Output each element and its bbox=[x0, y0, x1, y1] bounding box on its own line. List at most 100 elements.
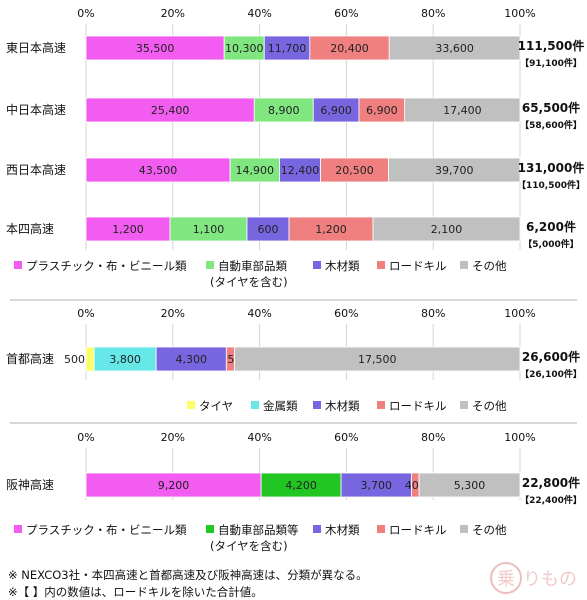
x-tick-label: 60% bbox=[334, 431, 358, 444]
legend-swatch bbox=[460, 261, 468, 269]
total-label: 131,000件 bbox=[518, 160, 585, 175]
bar-segment bbox=[309, 35, 390, 61]
legend-label: ロードキル bbox=[389, 523, 447, 537]
legend-label: タイヤ bbox=[199, 399, 233, 413]
subtotal-label: 【5,000件】 bbox=[523, 238, 578, 250]
legend-swatch bbox=[187, 401, 195, 409]
legend-swatch bbox=[377, 261, 385, 269]
bar-segment bbox=[169, 216, 248, 242]
legend-swatch bbox=[206, 261, 214, 269]
value-label: 500 bbox=[64, 353, 85, 366]
x-tick-label: 0% bbox=[77, 7, 94, 20]
bar-segment bbox=[229, 157, 280, 183]
legend-swatch bbox=[460, 401, 468, 409]
x-tick-label: 60% bbox=[334, 307, 358, 320]
bar-segment bbox=[85, 472, 262, 498]
subtotal-label: 【26,100件】 bbox=[520, 368, 582, 380]
legend-swatch bbox=[206, 525, 214, 533]
legend-label: 木材類 bbox=[325, 259, 360, 273]
x-tick-label: 40% bbox=[247, 431, 271, 444]
value-label: 4,200 bbox=[285, 479, 317, 492]
value-label: 1,200 bbox=[315, 223, 347, 236]
bar-segment bbox=[288, 216, 374, 242]
legend-note: (タイヤを含む) bbox=[210, 275, 288, 289]
x-tick-label: 0% bbox=[77, 431, 94, 444]
bar-segment bbox=[85, 346, 95, 372]
legend-note: (タイヤを含む) bbox=[210, 539, 288, 553]
x-tick-label: 20% bbox=[161, 307, 185, 320]
value-label: 11,700 bbox=[268, 42, 307, 55]
bar-segment bbox=[246, 216, 290, 242]
x-tick-label: 100% bbox=[504, 307, 535, 320]
bar-segment bbox=[340, 472, 412, 498]
legend-label: ロードキル bbox=[389, 399, 447, 413]
bar-segment bbox=[93, 346, 157, 372]
total-label: 26,600件 bbox=[522, 349, 580, 364]
total-label: 6,200件 bbox=[526, 219, 576, 234]
watermark-glyph: 乗 bbox=[497, 569, 515, 590]
value-label: 20,500 bbox=[335, 164, 374, 177]
value-label: 5,300 bbox=[454, 479, 486, 492]
legend-swatch bbox=[313, 401, 321, 409]
bar-segment bbox=[404, 97, 521, 123]
bar-segment bbox=[372, 216, 521, 242]
total-label: 65,500件 bbox=[522, 100, 580, 115]
bar-segment bbox=[312, 97, 360, 123]
legend-label: ロードキル bbox=[389, 259, 447, 273]
legend-swatch bbox=[377, 525, 385, 533]
bar-segment bbox=[260, 472, 342, 498]
value-label: 1,200 bbox=[112, 223, 144, 236]
value-label: 14,900 bbox=[236, 164, 275, 177]
subtotal-label: 【91,100件】 bbox=[520, 57, 582, 69]
legend-label: 金属類 bbox=[263, 399, 298, 413]
x-tick-label: 40% bbox=[247, 7, 271, 20]
subtotal-label: 【58,600件】 bbox=[520, 119, 582, 131]
watermark: 乗 りもの bbox=[490, 562, 577, 594]
bar-segment bbox=[234, 346, 521, 372]
legend-swatch bbox=[313, 525, 321, 533]
value-label: 6,900 bbox=[366, 104, 398, 117]
legend-swatch bbox=[14, 525, 22, 533]
bar-segment bbox=[388, 157, 521, 183]
category-label: 西日本高速 bbox=[6, 162, 66, 177]
value-label: 9,200 bbox=[158, 479, 190, 492]
value-label: 4,300 bbox=[175, 353, 207, 366]
x-tick-label: 20% bbox=[161, 431, 185, 444]
x-tick-label: 20% bbox=[161, 7, 185, 20]
note-1: ※ NEXCO3社・本四高速と首都高速及び阪神高速は、分類が異なる。 bbox=[8, 568, 368, 582]
x-tick-label: 40% bbox=[247, 307, 271, 320]
x-tick-label: 100% bbox=[504, 431, 535, 444]
bar-segment bbox=[418, 472, 521, 498]
value-label: 17,400 bbox=[443, 104, 482, 117]
bar-segment bbox=[320, 157, 389, 183]
category-label: 東日本高速 bbox=[6, 40, 66, 55]
legend-label: プラスチック・布・ビニール類 bbox=[26, 259, 187, 273]
value-label: 12,400 bbox=[281, 164, 320, 177]
legend-label: プラスチック・布・ビニール類 bbox=[26, 523, 187, 537]
bar-segment bbox=[85, 216, 171, 242]
legend-swatch bbox=[377, 401, 385, 409]
category-label: 本四高速 bbox=[6, 221, 54, 236]
value-label: 33,600 bbox=[435, 42, 474, 55]
legend-swatch bbox=[313, 261, 321, 269]
x-tick-label: 80% bbox=[421, 307, 445, 320]
value-label: 43,500 bbox=[139, 164, 178, 177]
legend-label: その他 bbox=[472, 259, 507, 273]
watermark-text: りもの bbox=[523, 569, 577, 590]
value-label: 2,100 bbox=[431, 223, 463, 236]
bar-segment bbox=[85, 97, 255, 123]
watermark-badge bbox=[490, 562, 522, 594]
legend-swatch bbox=[460, 525, 468, 533]
value-label: 3,700 bbox=[361, 479, 393, 492]
value-label: 25,400 bbox=[151, 104, 190, 117]
category-label: 中日本高速 bbox=[6, 102, 66, 117]
bar-segment bbox=[85, 35, 225, 61]
x-tick-label: 80% bbox=[421, 7, 445, 20]
x-tick-label: 60% bbox=[334, 7, 358, 20]
value-label: 8,900 bbox=[268, 104, 300, 117]
bar-segment bbox=[155, 346, 227, 372]
subtotal-label: 【22,400件】 bbox=[520, 494, 582, 506]
value-label: 39,700 bbox=[435, 164, 474, 177]
x-tick-label: 100% bbox=[504, 7, 535, 20]
